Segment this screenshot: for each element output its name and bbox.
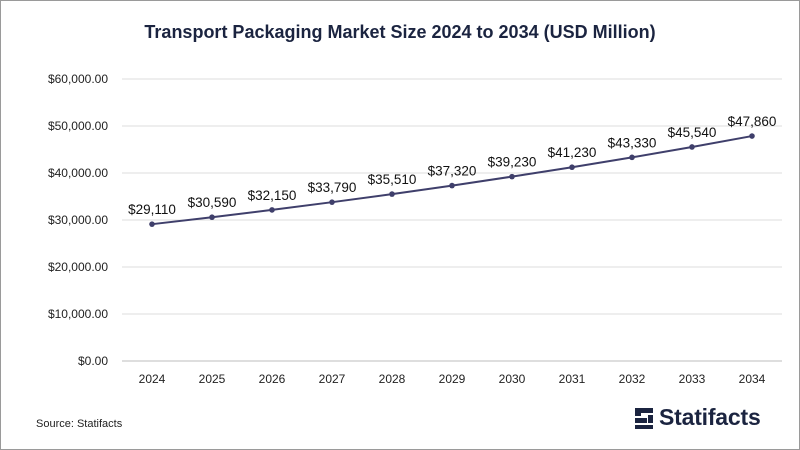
brand-name: Statifacts: [659, 404, 761, 430]
y-axis-ticks: $0.00 $10,000.00 $20,000.00 $30,000.00 $40,0…: [48, 72, 108, 368]
x-axis-ticks: 2024 2025 2026 2027 2028 2029 2030 2031 2032 2033…: [139, 372, 766, 386]
chart-title: Transport Packaging Market Size 2024 to …: [144, 22, 656, 42]
data-point: [329, 199, 335, 205]
data-point: [209, 214, 215, 221]
x-tick-label: 2031: [559, 372, 586, 386]
source-note: Source: Statifacts: [36, 418, 123, 430]
data-point: [749, 133, 755, 139]
data-label: $32,150: [248, 188, 297, 203]
x-tick-label: 2025: [199, 372, 226, 386]
x-tick-label: 2027: [319, 372, 346, 386]
y-tick-label: $20,000.00: [48, 260, 108, 274]
data-points: [149, 133, 755, 227]
x-tick-label: 2033: [679, 372, 706, 386]
data-label: $30,590: [188, 195, 237, 210]
gridlines: [122, 78, 782, 362]
y-tick-label: $30,000.00: [48, 213, 108, 227]
data-point: [689, 144, 695, 150]
x-tick-label: 2028: [379, 372, 406, 386]
data-label: $45,540: [668, 125, 717, 140]
y-tick-label: $50,000.00: [48, 119, 108, 133]
x-tick-label: 2029: [439, 372, 466, 386]
x-tick-label: 2026: [259, 372, 286, 386]
series-line: [151, 135, 753, 226]
x-tick-label: 2032: [619, 372, 646, 386]
data-label: $43,330: [608, 135, 657, 150]
x-tick-label: 2024: [139, 372, 166, 386]
data-label: $29,110: [128, 202, 176, 217]
data-label: $33,790: [308, 180, 357, 195]
data-point: [149, 221, 155, 227]
y-tick-label: $60,000.00: [48, 72, 108, 86]
series-line-path: [151, 135, 753, 226]
data-point: [269, 207, 275, 213]
x-tick-label: 2030: [499, 372, 526, 386]
data-point: [509, 173, 515, 180]
data-labels: $29,110 $30,590 $32,150 $33,790 $35,510 $37,3…: [128, 114, 776, 217]
data-point: [569, 164, 575, 171]
data-label: $37,320: [428, 164, 477, 179]
y-tick-label: $40,000.00: [48, 166, 108, 180]
data-label: $39,230: [488, 155, 537, 170]
data-point: [389, 191, 395, 197]
data-label: $47,860: [728, 114, 777, 129]
y-tick-label: $10,000.00: [48, 307, 108, 321]
data-point: [449, 182, 455, 189]
data-label: $35,510: [368, 172, 417, 187]
data-point: [629, 154, 635, 161]
x-tick-label: 2034: [739, 372, 766, 386]
brand-logo: Statifacts: [633, 404, 761, 431]
data-label: $41,230: [548, 145, 597, 160]
statifacts-logo-icon: [635, 407, 653, 429]
y-tick-label: $0.00: [78, 354, 108, 368]
